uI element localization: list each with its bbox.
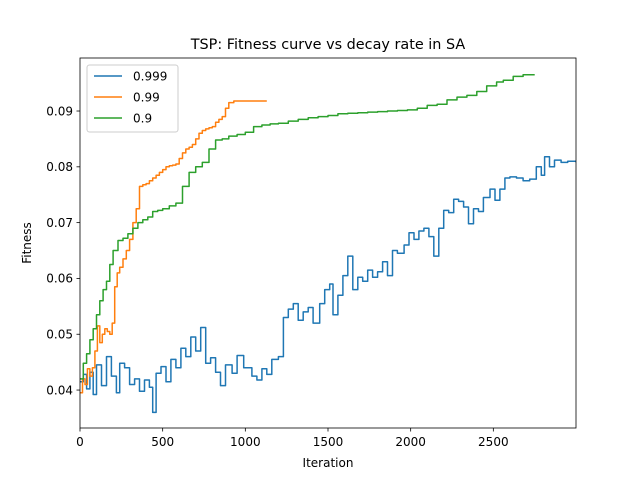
- chart-title: TSP: Fitness curve vs decay rate in SA: [190, 37, 466, 53]
- x-axis: 0 500 1000 1500 2000 2500: [76, 428, 509, 449]
- series-layer: [80, 73, 576, 414]
- y-tick-label: 0.05: [46, 328, 73, 342]
- x-axis-label: Iteration: [303, 456, 354, 470]
- legend: 0.999 0.99 0.9: [86, 64, 179, 133]
- y-tick-label: 0.06: [46, 272, 73, 286]
- legend-box: [86, 64, 179, 133]
- y-tick-label: 0.07: [46, 216, 73, 230]
- y-tick-label: 0.09: [46, 104, 73, 118]
- legend-label: 0.99: [133, 90, 160, 104]
- legend-label: 0.999: [133, 69, 167, 83]
- y-axis: 0.04 0.05 0.06 0.07 0.08 0.09: [46, 104, 80, 397]
- x-tick-label: 0: [76, 435, 84, 449]
- series-line-0-9: [80, 73, 535, 380]
- y-axis-label: Fitness: [20, 222, 34, 264]
- legend-label: 0.9: [133, 111, 152, 125]
- x-tick-label: 1500: [313, 435, 344, 449]
- y-tick-label: 0.04: [46, 383, 73, 397]
- series-line-0-999: [80, 156, 576, 414]
- x-tick-label: 2500: [478, 435, 509, 449]
- y-tick-label: 0.08: [46, 160, 73, 174]
- x-tick-label: 2000: [395, 435, 426, 449]
- x-tick-label: 500: [151, 435, 174, 449]
- series-line-0-99: [80, 100, 267, 394]
- x-tick-label: 1000: [230, 435, 261, 449]
